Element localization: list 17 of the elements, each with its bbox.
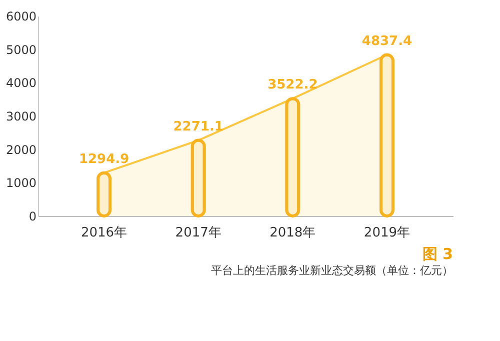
- y-tick-label: 4000: [6, 76, 36, 90]
- y-tick-label: 3000: [6, 110, 36, 124]
- data-label: 2271.1: [173, 119, 224, 134]
- data-label: 4837.4: [362, 34, 412, 49]
- x-tick-label: 2018年: [270, 226, 316, 240]
- caption: 图 3: [422, 245, 453, 263]
- y-tick-label: 1000: [6, 176, 36, 190]
- x-tick-label: 2017年: [175, 226, 222, 240]
- y-tick-label: 0: [28, 210, 36, 224]
- y-tick-label: 6000: [6, 10, 36, 24]
- x-tick-label: 2019年: [364, 226, 410, 240]
- y-tick-label: 2000: [6, 142, 36, 157]
- data-label: 1294.9: [78, 152, 130, 167]
- y-tick-label: 5000: [6, 42, 36, 57]
- data-label: 3522.2: [268, 78, 318, 93]
- text: 平台上的生活服务业新业态交易额（单位：亿元）: [211, 264, 453, 277]
- x-tick-label: 2016年: [80, 226, 128, 240]
